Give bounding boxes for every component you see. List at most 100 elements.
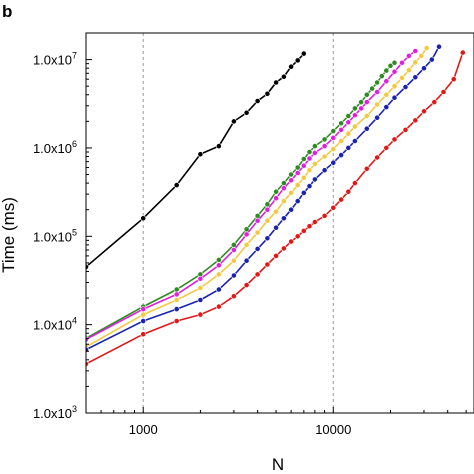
data-point-4-23 bbox=[383, 104, 390, 110]
data-point-2-5 bbox=[230, 247, 237, 253]
data-point-4-12 bbox=[294, 198, 301, 204]
data-point-3-28 bbox=[418, 53, 425, 59]
y-tick-label: 1.0x106 bbox=[33, 139, 77, 156]
data-point-3-12 bbox=[294, 182, 301, 188]
data-point-4-7 bbox=[254, 245, 261, 252]
data-point-3-7 bbox=[254, 229, 261, 236]
x-tick-label: 1000 bbox=[129, 422, 158, 437]
data-point-3-14 bbox=[306, 167, 313, 174]
y-tick-exponent: 7 bbox=[72, 51, 77, 61]
x-tick-label: 10000 bbox=[315, 422, 351, 437]
data-point-0-4 bbox=[215, 143, 222, 149]
y-tick-exponent: 5 bbox=[72, 227, 77, 237]
data-point-4-1 bbox=[140, 318, 147, 324]
data-point-5-6 bbox=[243, 282, 250, 288]
data-point-3-5 bbox=[230, 257, 237, 264]
axis-layer: 1000 10000 1.0x103 1.0x104 1.0x105 1.0x106 1.0… bbox=[33, 32, 467, 437]
data-point-3-4 bbox=[215, 271, 222, 278]
data-point-0-12 bbox=[294, 57, 301, 64]
data-point-1-25 bbox=[378, 73, 385, 79]
data-point-5-18 bbox=[338, 196, 344, 203]
data-point-5-25 bbox=[402, 126, 409, 133]
data-point-3-23 bbox=[383, 91, 390, 98]
data-point-2-19 bbox=[345, 119, 352, 126]
data-point-5-29 bbox=[440, 89, 447, 95]
data-point-5-14 bbox=[306, 223, 313, 230]
y-tick-label: 1.0x104 bbox=[33, 316, 77, 333]
data-point-4-24 bbox=[391, 94, 398, 101]
data-point-5-22 bbox=[374, 154, 380, 161]
data-point-4-5 bbox=[230, 272, 237, 279]
data-point-2-25 bbox=[391, 68, 398, 75]
y-axis-label: Time (ms) bbox=[0, 197, 18, 273]
data-point-2-13 bbox=[300, 162, 307, 169]
data-point-2-23 bbox=[374, 89, 380, 95]
data-point-2-3 bbox=[197, 275, 204, 282]
series-2 bbox=[86, 48, 419, 343]
data-point-5-27 bbox=[421, 108, 427, 115]
data-point-5-12 bbox=[294, 233, 301, 240]
data-point-2-24 bbox=[383, 78, 390, 85]
data-point-5-19 bbox=[345, 188, 352, 195]
data-point-0-5 bbox=[230, 118, 237, 125]
data-point-2-15 bbox=[311, 149, 318, 156]
data-point-1-28 bbox=[391, 59, 398, 66]
data-point-1-17 bbox=[330, 128, 337, 134]
data-point-3-19 bbox=[345, 130, 352, 137]
data-point-1-23 bbox=[369, 85, 375, 92]
data-point-1-14 bbox=[306, 149, 313, 155]
data-point-5-31 bbox=[459, 49, 466, 56]
data-point-1-27 bbox=[387, 62, 394, 69]
data-point-5-13 bbox=[300, 227, 307, 234]
data-point-3-22 bbox=[374, 101, 380, 108]
data-point-0-2 bbox=[173, 182, 180, 188]
data-point-1-12 bbox=[294, 164, 301, 171]
data-point-2-27 bbox=[405, 53, 412, 59]
data-point-5-30 bbox=[450, 76, 457, 83]
data-point-4-18 bbox=[338, 152, 344, 158]
data-point-3-21 bbox=[363, 113, 370, 119]
data-point-3-1 bbox=[140, 311, 147, 318]
data-point-4-25 bbox=[402, 84, 409, 90]
data-point-5-15 bbox=[311, 219, 318, 225]
data-point-2-10 bbox=[280, 185, 287, 192]
data-point-5-5 bbox=[230, 293, 237, 300]
y-tick-label: 1.0x103 bbox=[33, 404, 77, 421]
data-point-5-23 bbox=[383, 144, 390, 151]
data-point-3-17 bbox=[330, 146, 337, 152]
data-point-5-21 bbox=[363, 165, 370, 172]
series-line-1 bbox=[86, 62, 395, 339]
data-point-5-28 bbox=[431, 99, 438, 105]
data-point-4-3 bbox=[197, 297, 204, 303]
data-point-1-16 bbox=[321, 136, 328, 143]
data-point-5-8 bbox=[264, 261, 271, 268]
data-point-1-21 bbox=[358, 99, 364, 105]
data-point-0-11 bbox=[288, 63, 294, 70]
data-point-5-11 bbox=[288, 238, 294, 245]
data-point-1-10 bbox=[280, 180, 287, 186]
data-point-4-13 bbox=[300, 189, 307, 196]
data-point-4-14 bbox=[306, 183, 313, 189]
data-point-1-11 bbox=[288, 171, 294, 178]
data-point-2-14 bbox=[306, 155, 313, 162]
data-point-3-16 bbox=[321, 153, 328, 160]
data-point-1-20 bbox=[351, 105, 358, 112]
x-axis-label: N bbox=[272, 455, 284, 474]
data-point-3-10 bbox=[280, 198, 287, 204]
data-point-4-29 bbox=[436, 43, 442, 50]
data-point-5-3 bbox=[197, 311, 204, 318]
data-point-2-8 bbox=[264, 206, 271, 213]
data-point-4-26 bbox=[412, 74, 419, 81]
data-point-1-15 bbox=[311, 143, 318, 149]
data-point-3-25 bbox=[399, 75, 405, 81]
data-point-4-19 bbox=[345, 144, 352, 151]
data-point-0-10 bbox=[280, 73, 287, 80]
data-point-0-3 bbox=[197, 151, 204, 158]
data-point-3-13 bbox=[300, 174, 307, 181]
data-point-1-24 bbox=[374, 79, 380, 86]
data-point-1-2 bbox=[173, 286, 180, 293]
data-point-1-18 bbox=[338, 120, 344, 127]
data-point-3-6 bbox=[243, 241, 250, 248]
data-point-2-26 bbox=[399, 59, 405, 66]
data-point-4-16 bbox=[321, 167, 328, 174]
